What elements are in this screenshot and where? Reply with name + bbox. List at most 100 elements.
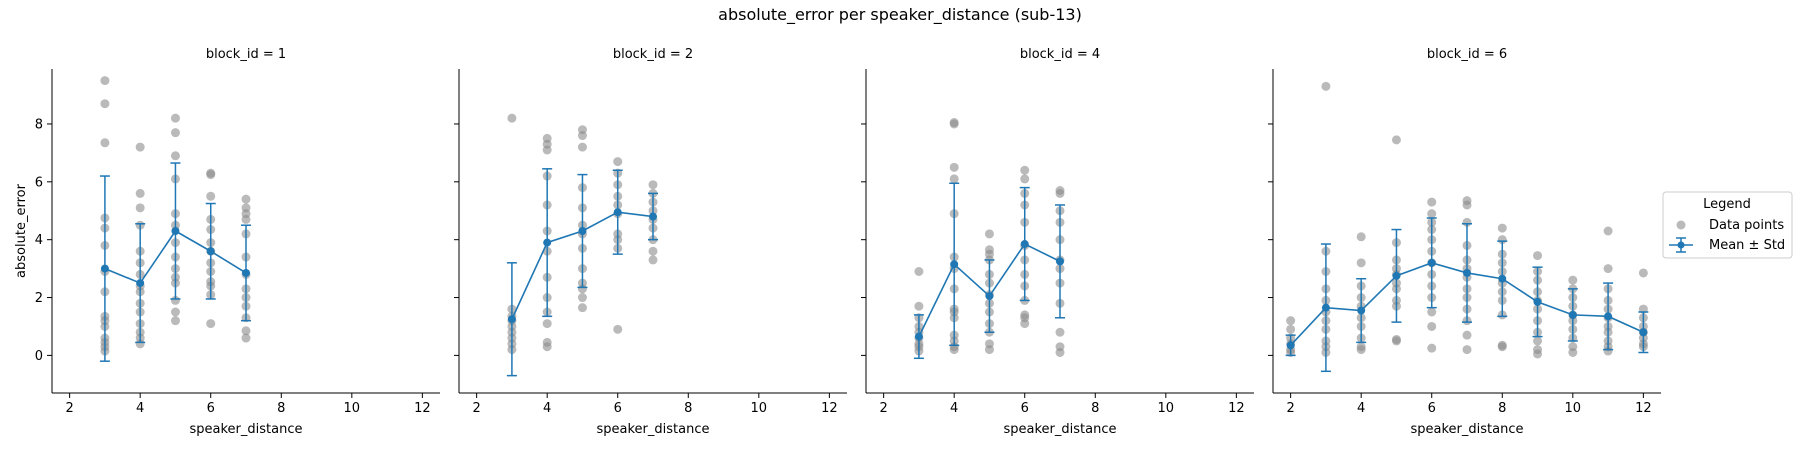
x-tick-label: 8 xyxy=(1091,401,1099,416)
data-point xyxy=(648,180,658,190)
data-point xyxy=(206,191,216,201)
x-axis-label: speaker_distance xyxy=(597,422,710,437)
data-point xyxy=(135,203,145,213)
y-tick-label: 2 xyxy=(35,291,43,306)
x-tick-label: 12 xyxy=(1635,401,1652,416)
data-point xyxy=(1020,319,1030,329)
mean-point xyxy=(950,260,959,269)
data-point xyxy=(1497,223,1507,233)
legend-title: Legend xyxy=(1703,197,1751,212)
mean-point xyxy=(100,264,109,273)
panel-title: block_id = 6 xyxy=(1427,47,1507,62)
x-tick-label: 6 xyxy=(614,401,622,416)
data-point xyxy=(1603,226,1613,236)
mean-point xyxy=(1533,297,1542,306)
x-tick-label: 10 xyxy=(1565,401,1582,416)
mean-point xyxy=(1020,240,1029,249)
mean-point xyxy=(1056,257,1064,266)
data-point xyxy=(1638,268,1648,278)
data-point xyxy=(241,194,251,204)
x-tick-label: 2 xyxy=(879,401,887,416)
data-point xyxy=(241,214,251,224)
x-tick-label: 2 xyxy=(472,401,480,416)
data-point xyxy=(1497,235,1507,245)
data-point xyxy=(1356,258,1366,268)
mean-point xyxy=(1604,312,1613,321)
data-point xyxy=(1356,345,1366,355)
figure-title: absolute_error per speaker_distance (sub… xyxy=(718,5,1082,25)
x-tick-label: 4 xyxy=(543,401,551,416)
data-point xyxy=(577,131,587,141)
x-tick-label: 2 xyxy=(65,401,73,416)
data-point xyxy=(170,307,180,317)
data-point xyxy=(1356,232,1366,242)
panel-title: block_id = 2 xyxy=(613,47,693,62)
data-point xyxy=(170,295,180,305)
data-point xyxy=(1020,174,1030,184)
data-point xyxy=(241,333,251,343)
mean-std-series xyxy=(913,182,1065,360)
y-axis-label: absolute_error xyxy=(14,183,29,278)
data-point xyxy=(984,229,994,239)
data-point xyxy=(577,303,587,313)
mean-point xyxy=(578,227,587,235)
mean-std-series xyxy=(506,168,658,377)
mean-point xyxy=(613,208,622,217)
x-tick-label: 12 xyxy=(414,401,431,416)
panel-title: block_id = 1 xyxy=(206,47,286,62)
data-point xyxy=(1055,188,1065,198)
facet-panels: block_id = 1 2 4 6 8 10 12 0 2 4 6 8 speaker_distanc… xyxy=(14,47,1661,437)
data-point xyxy=(206,319,216,329)
x-tick-label: 12 xyxy=(821,401,838,416)
data-point xyxy=(135,142,145,152)
data-point xyxy=(1020,165,1030,175)
x-tick-label: 6 xyxy=(1428,401,1436,416)
mean-point xyxy=(136,279,145,288)
mean-point xyxy=(507,315,516,324)
legend-data-points-label: Data points xyxy=(1709,218,1784,233)
legend: Legend Data points Mean ± Std xyxy=(1662,191,1793,259)
facet-panel-4: block_id = 6 2 4 6 8 10 12 speaker_distance xyxy=(1268,47,1661,437)
mean-point xyxy=(649,212,657,221)
mean-std-series xyxy=(99,162,251,362)
data-point xyxy=(1427,209,1437,219)
mean-std-series xyxy=(1285,217,1649,373)
data-point xyxy=(984,345,994,355)
x-tick-label: 8 xyxy=(1498,401,1506,416)
mean-point xyxy=(1568,310,1577,319)
data-point xyxy=(1603,346,1613,356)
data-point xyxy=(100,76,110,86)
mean-point xyxy=(1498,274,1507,283)
data-point xyxy=(1055,348,1065,357)
mean-point xyxy=(242,268,250,277)
mean-point xyxy=(1427,258,1436,267)
data-point xyxy=(1462,345,1472,355)
data-point xyxy=(1391,135,1401,145)
facet-panel-2: block_id = 2 2 4 6 8 10 12 speaker_distance xyxy=(454,47,847,437)
y-tick-label: 8 xyxy=(35,117,43,132)
mean-point xyxy=(543,238,552,247)
mean-point xyxy=(914,332,923,341)
x-tick-label: 10 xyxy=(1158,401,1175,416)
data-point xyxy=(1427,343,1437,353)
data-point xyxy=(542,319,552,329)
x-axis-label: speaker_distance xyxy=(190,422,303,437)
data-point xyxy=(577,284,587,294)
data-point xyxy=(542,145,552,155)
data-point xyxy=(1055,327,1065,337)
mean-point xyxy=(1463,268,1471,277)
x-tick-label: 12 xyxy=(1228,401,1245,416)
x-tick-label: 4 xyxy=(136,401,144,416)
y-tick-label: 4 xyxy=(35,233,43,248)
mean-point xyxy=(1392,271,1401,280)
data-point xyxy=(648,246,658,256)
data-point xyxy=(949,119,959,129)
x-tick-label: 4 xyxy=(950,401,958,416)
data-point xyxy=(206,170,216,180)
data-point xyxy=(613,157,623,167)
legend-frame xyxy=(1662,191,1793,259)
mean-point xyxy=(171,227,180,235)
data-point xyxy=(1286,324,1296,334)
data-point xyxy=(1533,251,1543,261)
